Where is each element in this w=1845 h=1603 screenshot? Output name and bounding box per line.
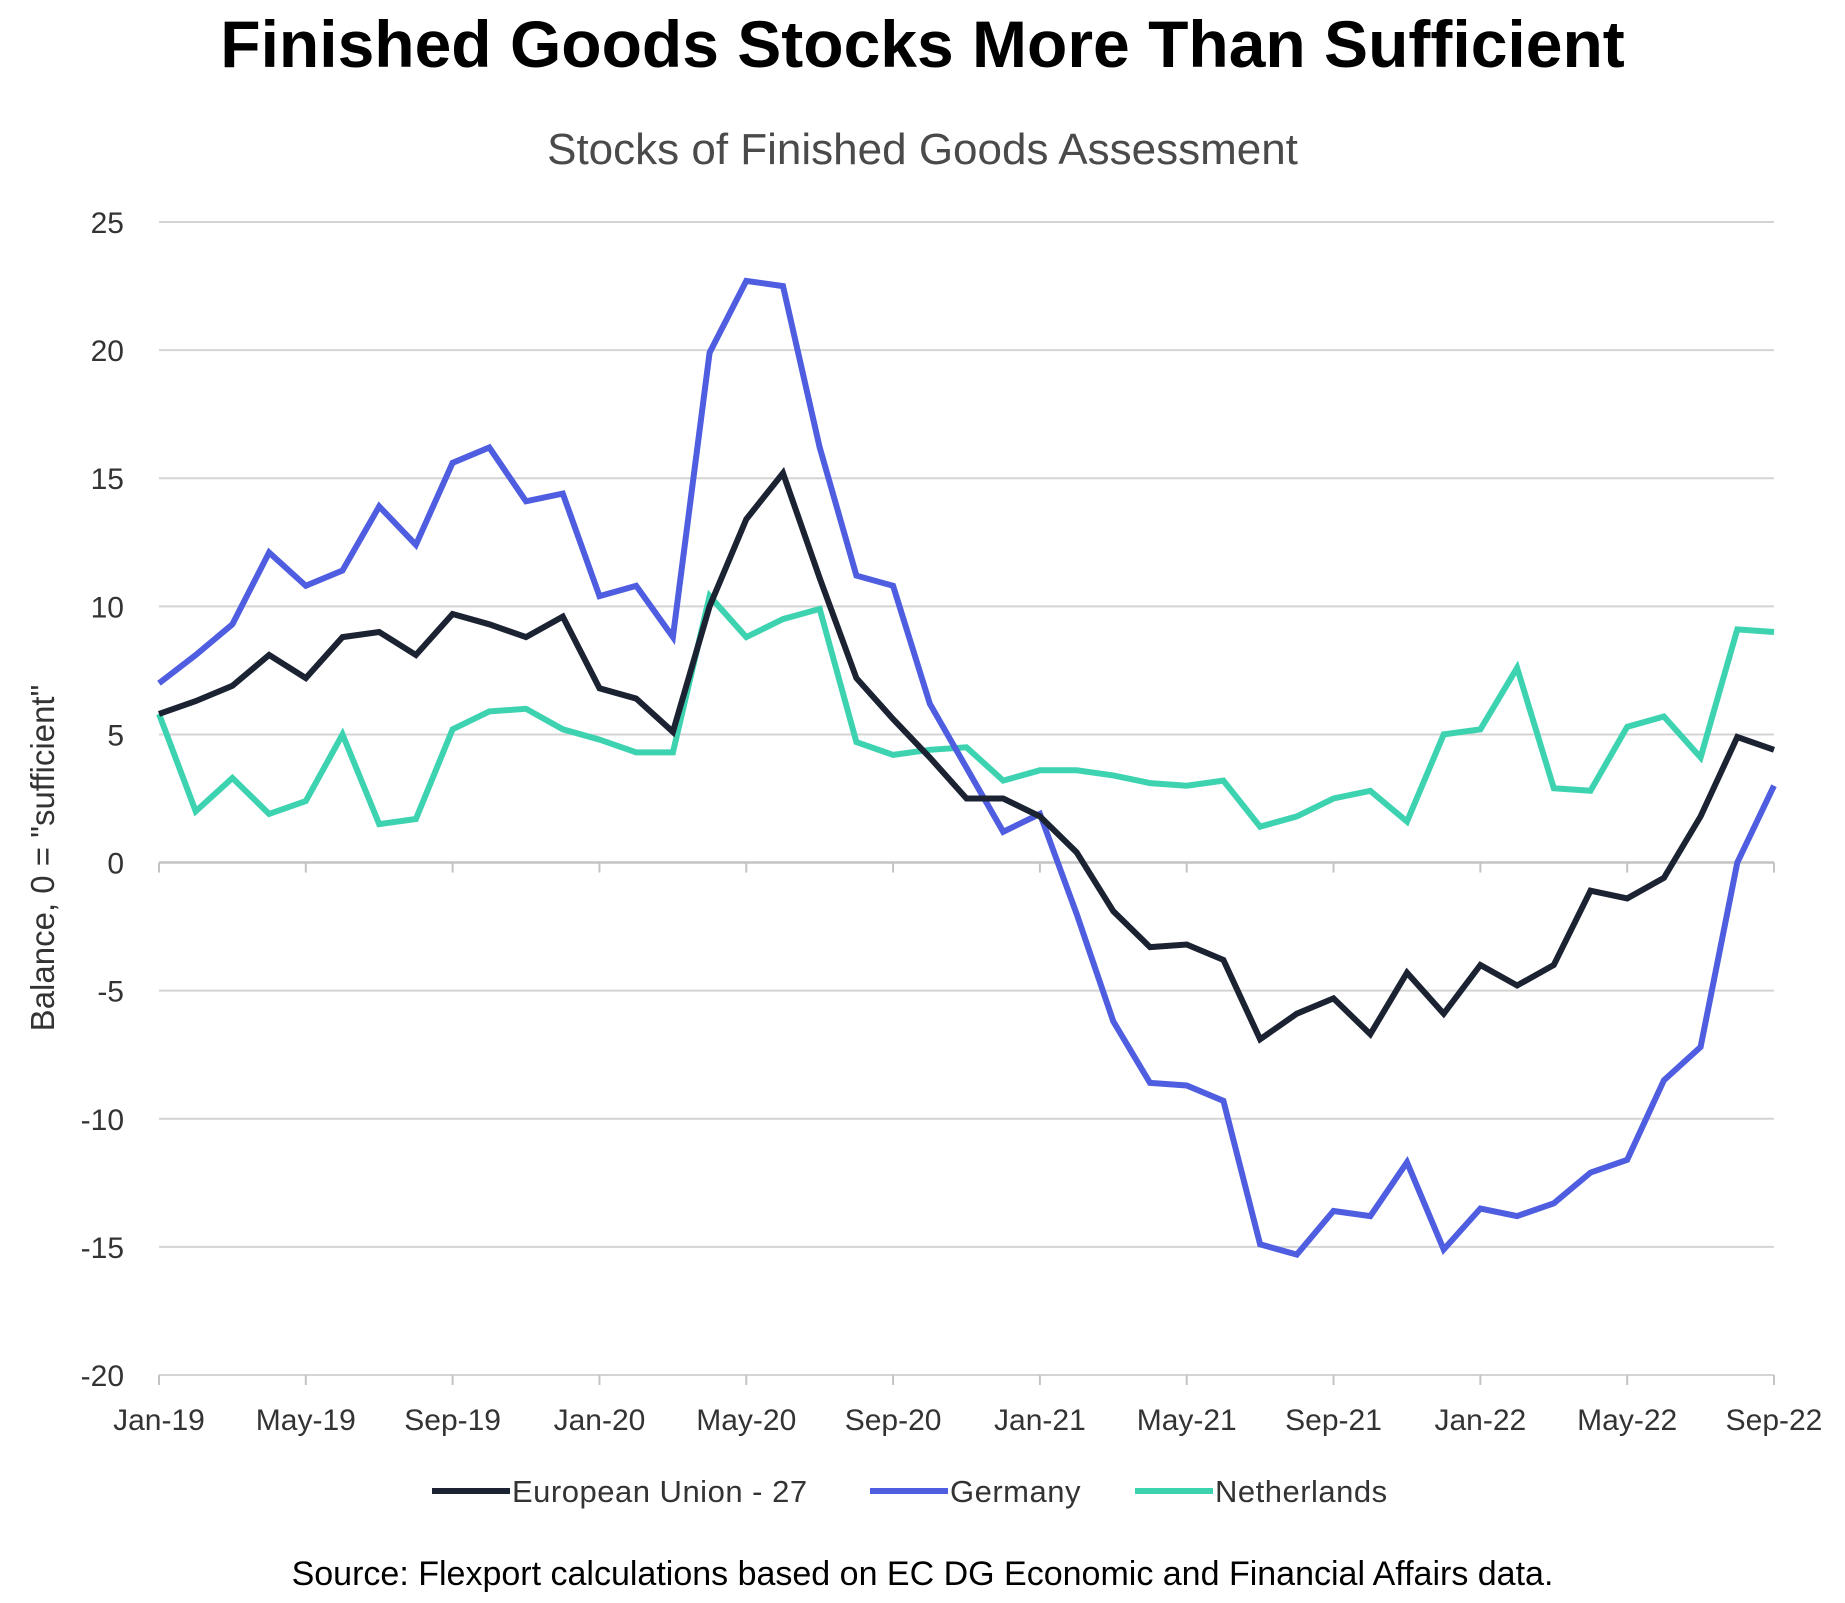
chart-subtitle: Stocks of Finished Goods Assessment xyxy=(547,125,1298,174)
x-tick-label: Jan-20 xyxy=(554,1404,646,1437)
series-line-netherlands xyxy=(156,589,1775,831)
x-tick-label: Jan-19 xyxy=(113,1404,205,1437)
x-tick-label: Sep-19 xyxy=(404,1404,501,1437)
y-tick-label: 25 xyxy=(91,207,124,240)
axes: -20 -15 -10 -5 0 5 10 15 20 25 Jan-19 May-19 Sep-19 J… xyxy=(81,207,1823,1437)
x-tick-label: Jan-21 xyxy=(994,1404,1086,1437)
x-tick-label: Sep-21 xyxy=(1285,1404,1382,1437)
source-note: Source: Flexport calculations based on E… xyxy=(291,1555,1554,1593)
x-tick-label: May-21 xyxy=(1137,1404,1237,1437)
legend-label-germany: Germany xyxy=(950,1474,1081,1509)
x-tick-label: Sep-22 xyxy=(1726,1404,1823,1437)
series-line-european-union-27 xyxy=(158,466,1775,1044)
y-tick-label: 15 xyxy=(91,463,124,496)
y-tick-label: -10 xyxy=(81,1104,124,1137)
chart-title: Finished Goods Stocks More Than Sufficie… xyxy=(220,7,1625,81)
y-tick-label: -15 xyxy=(81,1232,124,1265)
y-tick-label: 5 xyxy=(107,719,124,752)
y-tick-label: 20 xyxy=(91,335,124,368)
y-tick-label: -5 xyxy=(97,976,124,1009)
x-tick-label: May-22 xyxy=(1577,1404,1677,1437)
legend-label-european-union-27: European Union - 27 xyxy=(512,1474,808,1509)
y-axis-title: Balance, 0 = "sufficient" xyxy=(24,685,61,1032)
y-tick-label: 10 xyxy=(91,591,124,624)
x-tick-label: May-19 xyxy=(256,1404,356,1437)
series-line-germany xyxy=(157,277,1777,1259)
series-lines xyxy=(156,277,1777,1259)
x-tick-label: Jan-22 xyxy=(1434,1404,1526,1437)
legend: European Union - 27 Germany Netherlands xyxy=(432,1474,1388,1509)
x-tick-label: May-20 xyxy=(696,1404,796,1437)
x-tick-label: Sep-20 xyxy=(845,1404,942,1437)
y-tick-label: 0 xyxy=(107,848,124,881)
y-tick-label: -20 xyxy=(81,1360,124,1393)
legend-label-netherlands: Netherlands xyxy=(1215,1474,1388,1509)
